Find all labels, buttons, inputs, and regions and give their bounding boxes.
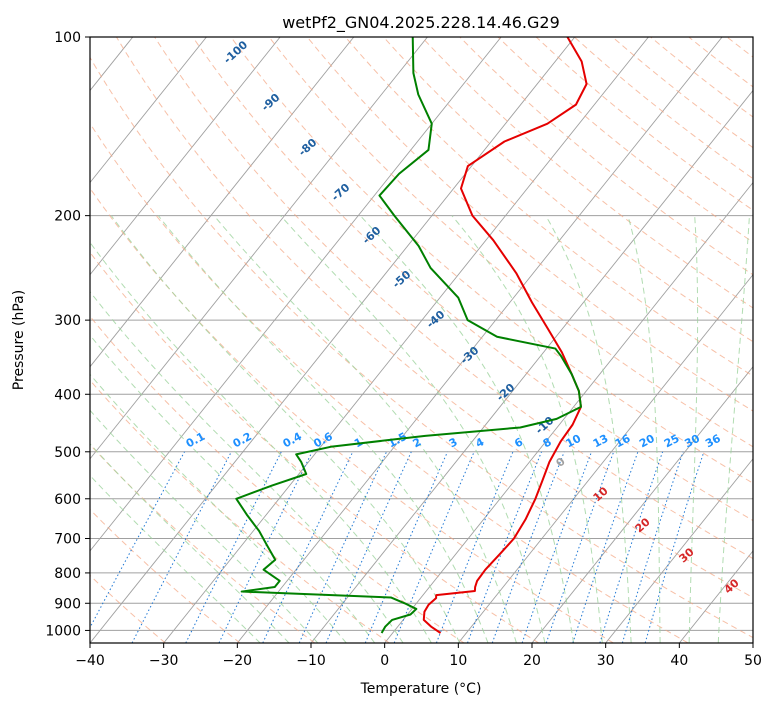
moist-adiabat-line bbox=[545, 215, 632, 643]
moist-adiabat-line bbox=[688, 215, 699, 643]
x-tick-label: −10 bbox=[296, 653, 326, 669]
moist-adiabat-line bbox=[90, 241, 432, 643]
y-tick-label: 300 bbox=[54, 313, 81, 329]
x-axis-title: Temperature (°C) bbox=[360, 681, 482, 697]
profile-lines bbox=[235, 37, 588, 634]
isotherm-line bbox=[163, 37, 649, 643]
isotherm-line bbox=[90, 37, 207, 184]
moist-adiabat-line bbox=[451, 215, 603, 643]
moist-adiabat-line bbox=[110, 215, 461, 643]
y-tick-label: 800 bbox=[54, 566, 81, 582]
mixing-ratio-line bbox=[545, 451, 615, 643]
x-tick-label: 30 bbox=[597, 653, 615, 669]
moist-adiabat-line bbox=[157, 215, 489, 643]
mixing-ratio-line bbox=[572, 451, 639, 643]
x-tick-label: −30 bbox=[149, 653, 179, 669]
isotherm-line bbox=[90, 37, 428, 460]
x-tick-label: −40 bbox=[75, 653, 105, 669]
y-axis-title: Pressure (hPa) bbox=[11, 290, 27, 390]
dry-adiabat-line bbox=[90, 443, 315, 643]
y-tick-label: 700 bbox=[54, 532, 81, 548]
mixing-ratio-label: 25 bbox=[662, 432, 682, 451]
dewpoint-profile-line bbox=[235, 37, 582, 634]
dry-adiabat-line bbox=[90, 508, 241, 643]
mixing-ratio-line bbox=[621, 451, 684, 643]
isotherm-line bbox=[605, 458, 753, 643]
mixing-ratio-line bbox=[599, 451, 664, 643]
x-tick-label: −20 bbox=[223, 653, 253, 669]
mixing-ratio-line bbox=[325, 451, 412, 643]
moist-adiabat-line bbox=[90, 443, 290, 643]
mixing-ratio-line bbox=[521, 451, 593, 643]
chart-title: wetPf2_GN04.2025.228.14.46.G29 bbox=[282, 13, 560, 33]
isotherm-line bbox=[457, 273, 753, 643]
mixing-ratio-label: 30 bbox=[682, 432, 702, 451]
dry-adiabat-line bbox=[306, 37, 753, 412]
dry-adiabat-line bbox=[192, 37, 753, 522]
x-tick-label: 10 bbox=[449, 653, 467, 669]
isotherm-line bbox=[384, 181, 753, 643]
isotherm-line bbox=[90, 37, 502, 552]
mixing-ratio-label: 16 bbox=[613, 432, 633, 451]
isotherm-line bbox=[236, 37, 723, 643]
dry-adiabat-line bbox=[459, 37, 753, 276]
moist-adiabat-line bbox=[280, 215, 546, 643]
dry-adiabat-line bbox=[90, 56, 753, 639]
y-tick-label: 600 bbox=[54, 492, 81, 508]
mixing-ratio-label: 13 bbox=[591, 432, 611, 451]
y-tick-label: 400 bbox=[54, 387, 81, 403]
mixing-ratio-line bbox=[364, 451, 448, 643]
y-tick-label: 200 bbox=[54, 209, 81, 225]
mixing-ratio-line bbox=[90, 451, 185, 629]
moist-adiabat-line bbox=[213, 215, 517, 643]
mixing-ratio-line bbox=[393, 451, 475, 643]
dry-adiabat-line bbox=[90, 315, 465, 643]
mixing-ratio-line bbox=[262, 451, 354, 643]
isotherm-line bbox=[531, 366, 753, 643]
mixing-ratio-label: 10 bbox=[564, 432, 584, 451]
moist-adiabat-line bbox=[717, 215, 750, 643]
mixing-ratio-label: 20 bbox=[637, 432, 657, 451]
y-tick-label: 900 bbox=[54, 596, 81, 612]
x-tick-label: 0 bbox=[380, 653, 389, 669]
dry-adiabat-line bbox=[90, 187, 614, 643]
background-lines bbox=[90, 37, 753, 643]
x-tick-label: 50 bbox=[744, 653, 762, 669]
mixing-ratio-line bbox=[644, 451, 705, 643]
mixing-ratio-line bbox=[218, 451, 313, 643]
isotherm-line bbox=[90, 37, 576, 643]
moist-adiabat-line bbox=[359, 215, 575, 643]
moist-adiabat-line bbox=[90, 474, 261, 643]
y-tick-label: 1000 bbox=[45, 623, 81, 639]
x-tick-label: 40 bbox=[670, 653, 688, 669]
dry-adiabat-line bbox=[421, 37, 753, 309]
dry-adiabat-line bbox=[497, 37, 753, 243]
temperature-profile-line bbox=[422, 37, 588, 634]
y-tick-label: 500 bbox=[54, 445, 81, 461]
x-tick-label: 20 bbox=[523, 653, 541, 669]
dry-adiabat-line bbox=[116, 37, 753, 599]
isotherm-line bbox=[90, 37, 355, 368]
dry-adiabat-line bbox=[268, 37, 753, 448]
dry-adiabat-line bbox=[383, 37, 753, 343]
plot-frame bbox=[89, 36, 754, 644]
y-tick-label: 100 bbox=[54, 30, 81, 46]
isotherm-line bbox=[90, 37, 281, 276]
mixing-ratio-line bbox=[298, 451, 387, 643]
dry-adiabat-line bbox=[90, 122, 689, 643]
moist-adiabat-line bbox=[627, 215, 661, 643]
dry-adiabat-line bbox=[90, 251, 540, 643]
moist-adiabat-line bbox=[90, 409, 319, 643]
axes: −40 −30 −20 −10 0 10 20 30 40 50 1000 900 800 700 600 5… bbox=[45, 30, 762, 669]
mixing-ratio-label: 36 bbox=[703, 432, 723, 451]
